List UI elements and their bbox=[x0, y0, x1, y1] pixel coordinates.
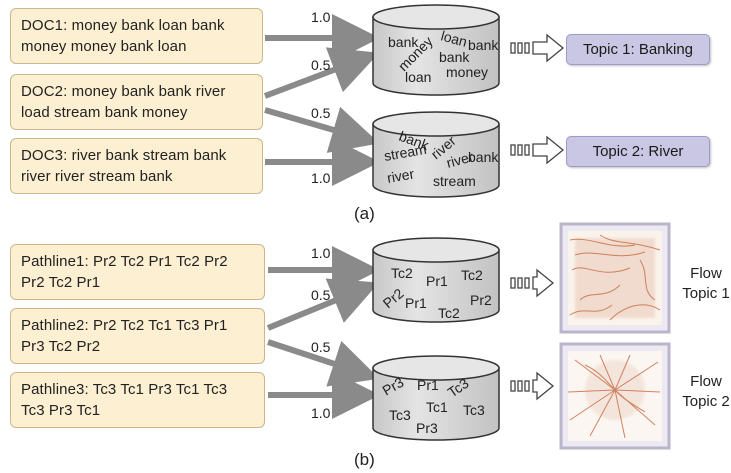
weight-b-1: 1.0 bbox=[311, 245, 331, 261]
bucket-b-1: Tc2 Pr1 Tc2 Pr2 Pr1 Tc2 Pr2 bbox=[372, 237, 500, 323]
bucket-b1-word: Tc2 bbox=[391, 265, 413, 281]
arrow-path2-bucket2 bbox=[267, 339, 380, 387]
bucket-a2-word: stream bbox=[433, 173, 476, 189]
bucket-a1-word: loan bbox=[405, 69, 431, 85]
doc2-line1: DOC2: money bank bank river bbox=[21, 83, 226, 100]
pathline2-box: Pathline2: Pr2 Tc2 Tc1 Tc3 Pr1 Pr3 Tc2 P… bbox=[10, 308, 265, 364]
pathline3-line2: Tc3 Pr3 Tc1 bbox=[21, 402, 101, 419]
doc1-line1: DOC1: money bank loan bank bbox=[21, 17, 225, 34]
weight-b-3: 0.5 bbox=[311, 339, 331, 355]
bucket-b1-word: Tc2 bbox=[438, 305, 460, 321]
doc1-line2: money money bank loan bbox=[21, 38, 187, 55]
flow-image-topic-2 bbox=[559, 342, 671, 450]
pathline3-line1: Pathline3: Tc3 Tc1 Pr3 Tc1 Tc3 bbox=[21, 381, 228, 398]
flow-topic-1-line1: Flow bbox=[690, 265, 722, 282]
flow-topic-2-line2: Topic 2 bbox=[682, 393, 730, 410]
pathline2-line1: Pathline2: Pr2 Tc2 Tc1 Tc3 Pr1 bbox=[21, 317, 228, 334]
flow-topic-1-line2: Topic 1 bbox=[682, 285, 730, 302]
pathline2-line2: Pr3 Tc2 Pr2 bbox=[21, 338, 101, 355]
doc1-box: DOC1: money bank loan bank money money b… bbox=[10, 8, 263, 64]
weight-a-2: 0.5 bbox=[311, 57, 331, 73]
doc3-line2: river river stream bank bbox=[21, 168, 173, 185]
bucket-a1-word: money bbox=[446, 64, 488, 80]
bucket-a2-word: bank bbox=[468, 149, 499, 165]
panel-b-arrows bbox=[266, 246, 380, 419]
topic-banking-box: Topic 1: Banking bbox=[566, 34, 710, 65]
bucket-a2-word: river bbox=[386, 165, 416, 186]
bucket-b1-word: Pr1 bbox=[405, 295, 427, 311]
arrow-doc2-bucket1 bbox=[263, 47, 380, 99]
panel-b-label: (b) bbox=[354, 450, 375, 469]
bucket-a1-word: bank bbox=[439, 49, 470, 65]
bucket-b1-word: Tc2 bbox=[461, 267, 483, 283]
bucket-b2-word: Pr1 bbox=[417, 377, 439, 393]
bucket-a-2: bank river stream river bank river strea… bbox=[372, 111, 500, 198]
weight-b-4: 1.0 bbox=[311, 405, 331, 421]
flow-image-topic-1 bbox=[559, 222, 671, 334]
bucket-a-1: bank loan bank money bank loan money bbox=[372, 4, 500, 96]
pathline1-box: Pathline1: Pr2 Tc2 Pr1 Tc2 Pr2 Pr2 Tc2 P… bbox=[10, 244, 265, 300]
doc2-box: DOC2: money bank bank river load stream … bbox=[10, 74, 263, 130]
flow-topic-1-label: Flow Topic 1 bbox=[671, 264, 731, 304]
bucket-a1-word: bank bbox=[468, 37, 499, 53]
doc2-line2: load stream bank money bbox=[21, 104, 188, 121]
bucket-b2-word: Tc3 bbox=[463, 402, 485, 418]
bucket-b-2: Pr3 Pr1 Tc3 Tc3 Tc1 Tc3 Pr3 bbox=[372, 355, 500, 441]
arrow-path2-bucket1 bbox=[266, 278, 380, 331]
weight-a-4: 1.0 bbox=[311, 170, 331, 186]
panel-a-label: (a) bbox=[354, 204, 375, 223]
flow-topic-2-label: Flow Topic 2 bbox=[671, 372, 731, 412]
pathline1-line1: Pathline1: Pr2 Tc2 Pr1 Tc2 Pr2 bbox=[21, 253, 228, 270]
hollow-arrow-a1 bbox=[510, 33, 565, 63]
doc3-box: DOC3: river bank stream bank river river… bbox=[10, 138, 263, 194]
bucket-b1-word: Pr1 bbox=[426, 273, 448, 289]
weight-a-1: 1.0 bbox=[311, 9, 331, 25]
hollow-arrow-b1 bbox=[510, 268, 555, 298]
bucket-a1-word: bank bbox=[388, 34, 419, 50]
weight-a-3: 0.5 bbox=[311, 105, 331, 121]
bucket-b1-word: Pr2 bbox=[470, 292, 492, 308]
bucket-b2-word: Tc1 bbox=[426, 399, 448, 415]
panel-a-arrows bbox=[263, 14, 380, 186]
arrow-doc2-bucket2 bbox=[264, 106, 380, 153]
pathline1-line2: Pr2 Tc2 Pr1 bbox=[21, 274, 101, 291]
bucket-a2-word: river bbox=[445, 148, 476, 171]
hollow-arrow-b2 bbox=[510, 371, 555, 401]
bucket-a2-word: stream bbox=[383, 141, 428, 164]
pathline3-box: Pathline3: Tc3 Tc1 Pr3 Tc1 Tc3 Tc3 Pr3 T… bbox=[10, 372, 265, 428]
bucket-a1-word: loan bbox=[439, 27, 469, 49]
weight-b-2: 0.5 bbox=[311, 287, 331, 303]
bucket-b2-word: Tc3 bbox=[389, 407, 411, 423]
topic-river-box: Topic 2: River bbox=[566, 136, 710, 167]
hollow-arrow-a2 bbox=[510, 135, 565, 165]
doc3-line1: DOC3: river bank stream bank bbox=[21, 147, 227, 164]
bucket-b2-word: Pr3 bbox=[416, 420, 438, 436]
flow-topic-2-line1: Flow bbox=[690, 373, 722, 390]
